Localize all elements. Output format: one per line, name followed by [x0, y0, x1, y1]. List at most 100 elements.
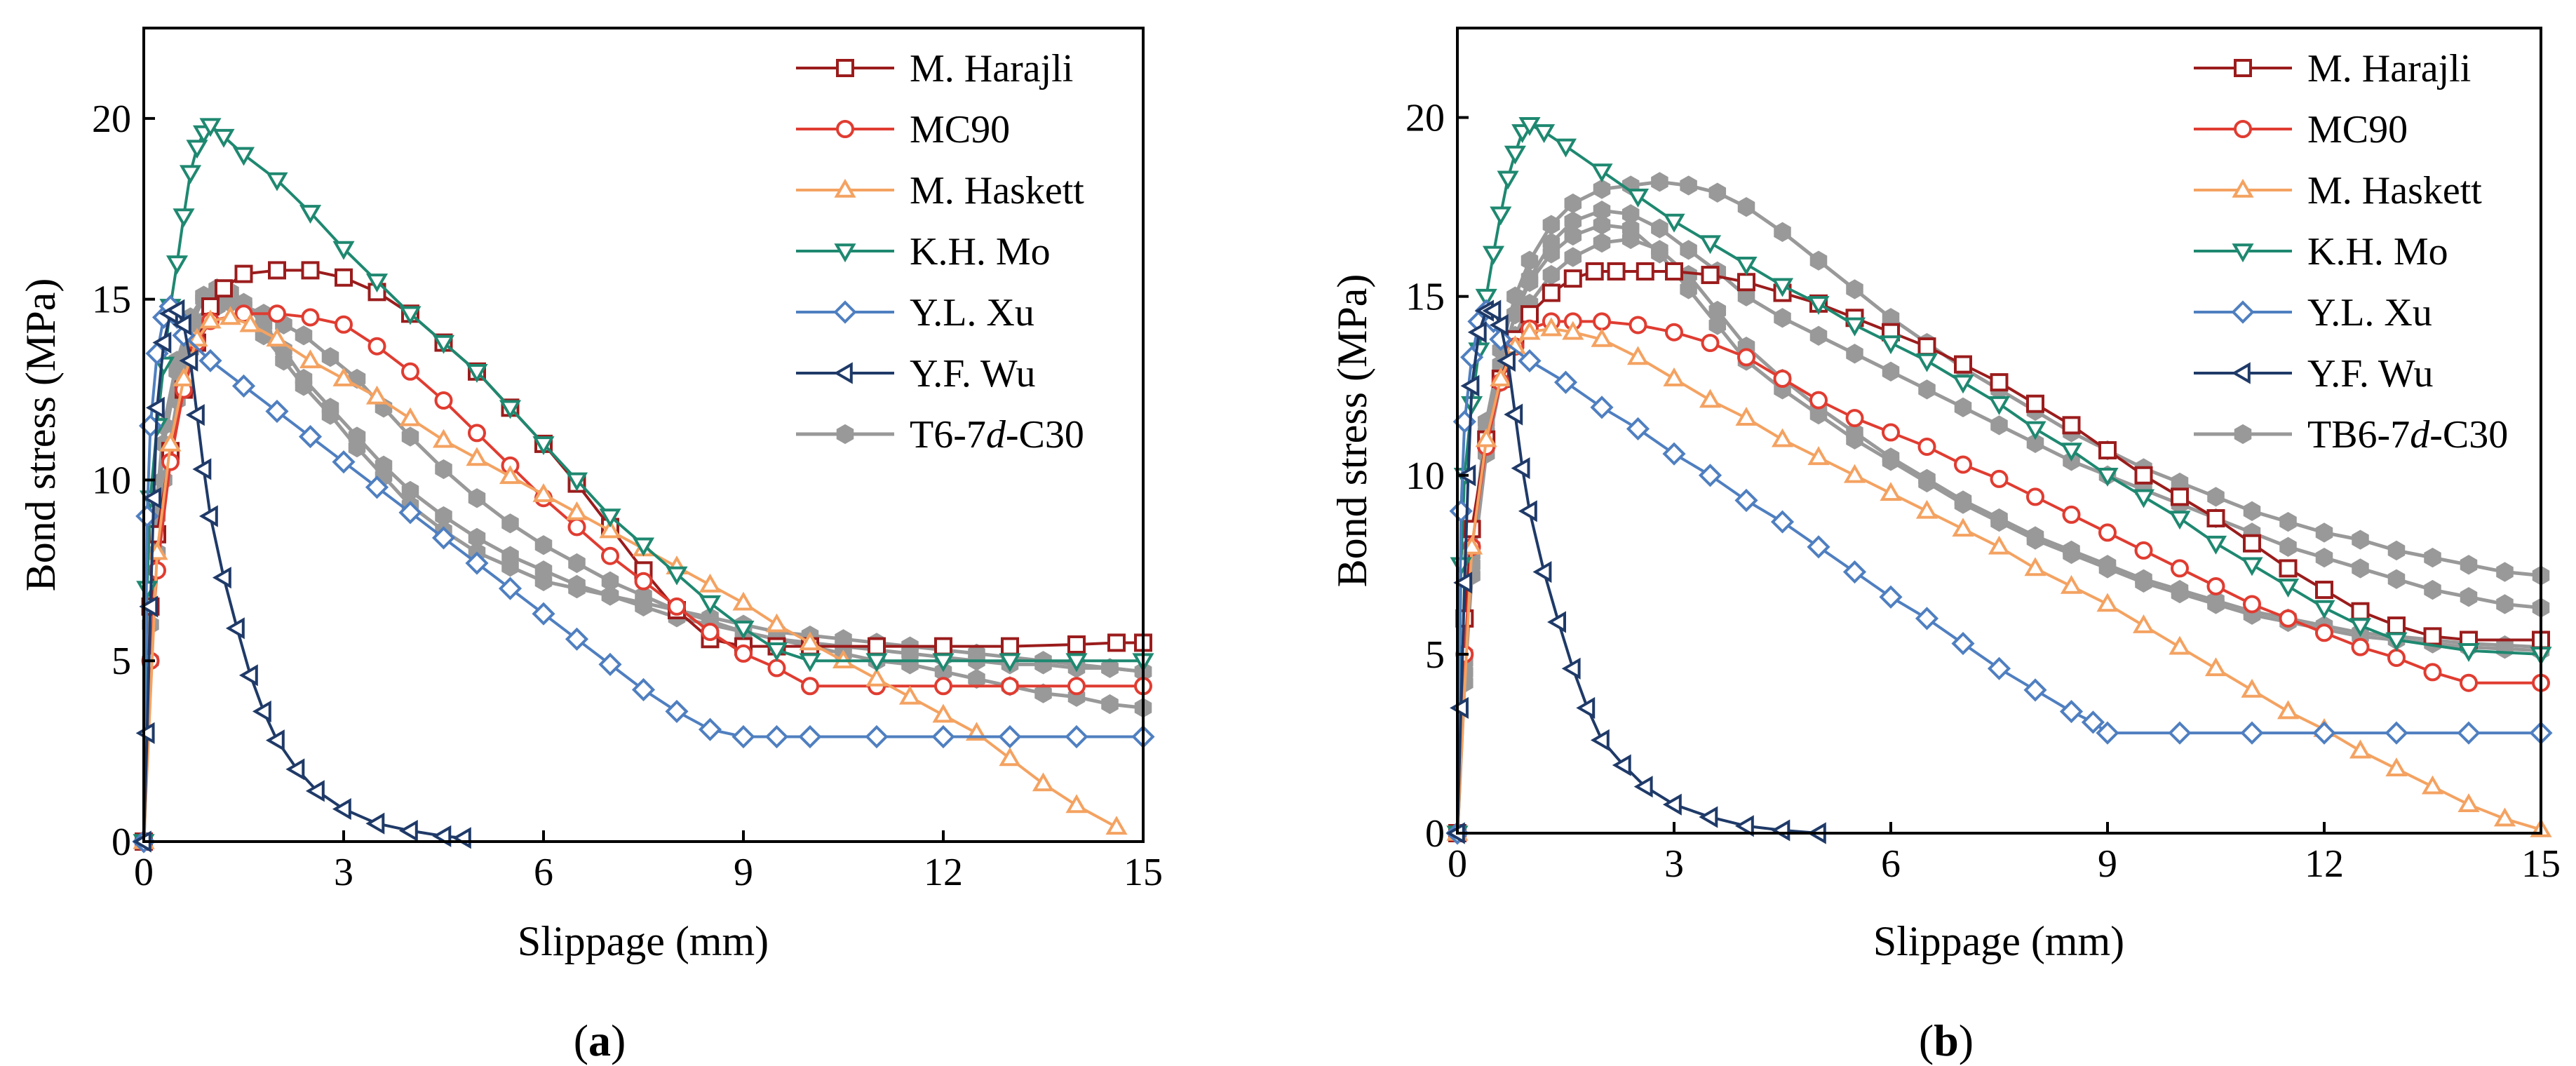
data-point-t6-7d-c30	[1034, 683, 1052, 703]
data-point-y-f-wu	[398, 819, 418, 842]
data-point-m-haskett	[2024, 557, 2046, 576]
data-point-tb6-7d-c30	[1651, 240, 1668, 260]
legend-item-y-f-wu: Y.F. Wu	[796, 352, 1035, 396]
data-point-mc90	[801, 677, 819, 696]
data-point-y-f-wu	[1453, 572, 1473, 594]
data-point-tb6-7d-c30	[2171, 579, 2189, 600]
legend-label: Y.F. Wu	[910, 352, 1035, 396]
data-point-tb6-7d-c30	[2387, 540, 2406, 561]
data-point-m-haskett	[1461, 535, 1483, 555]
data-point-tb6-7d-c30	[1882, 361, 1900, 382]
data-point-y-l-xu	[2240, 721, 2264, 745]
data-point-m-haskett	[2096, 593, 2119, 612]
data-point-m-haskett	[565, 501, 588, 520]
data-point-y-f-wu	[1633, 776, 1653, 798]
data-point-mc90	[1773, 370, 1792, 389]
data-point-m-haskett	[1490, 367, 1512, 386]
data-point-y-l-xu	[1065, 724, 1088, 749]
data-point-m-haskett	[266, 328, 288, 347]
data-point-mc90	[367, 337, 386, 356]
x-tick-label: 15	[1124, 851, 1163, 894]
data-point-mc90	[335, 315, 353, 334]
data-point-k-h-mo	[2024, 421, 2046, 440]
data-point-k-h-mo	[173, 208, 195, 228]
data-point-tb6-7d-c30	[1520, 272, 1539, 292]
x-tick-label: 12	[924, 851, 963, 894]
legend-label: T6-7d-C30	[910, 413, 1084, 457]
data-point-y-f-wu	[365, 812, 385, 835]
data-point-tb6-7d-c30	[2135, 569, 2152, 589]
data-point-m-harajli	[2206, 509, 2225, 528]
data-point-m-harajli	[2351, 602, 2370, 621]
legend-marker	[836, 59, 854, 77]
legend-marker	[2234, 424, 2252, 445]
data-point-k-h-mo	[732, 621, 755, 640]
data-point-y-l-xu	[265, 399, 289, 424]
data-point-m-harajli	[1737, 273, 1755, 292]
panel-b-letter: b	[1934, 1016, 1959, 1065]
data-point-y-f-wu	[192, 458, 212, 480]
y-tick-label: 10	[1405, 454, 1445, 498]
data-point-tb6-7d-c30	[1990, 415, 2008, 436]
data-point-t6-7d-c30	[468, 488, 486, 508]
data-point-tb6-7d-c30	[1846, 422, 1863, 443]
data-point-tb6-7d-c30	[2496, 562, 2514, 582]
data-point-k-h-mo	[1807, 296, 1830, 315]
data-point-y-l-xu	[198, 349, 222, 372]
data-point-m-harajli	[1665, 262, 1683, 281]
data-point-k-h-mo	[865, 653, 888, 673]
data-point-m-haskett	[1105, 816, 1128, 835]
legend-marker	[833, 362, 853, 384]
data-point-y-f-wu	[152, 331, 172, 354]
data-point-tb6-7d-c30	[1737, 286, 1755, 306]
data-point-mc90	[601, 546, 619, 565]
data-point-m-haskett	[1540, 317, 1563, 337]
data-point-t6-7d-c30	[635, 596, 652, 617]
data-point-y-f-wu	[1590, 729, 1610, 751]
data-point-k-h-mo	[1880, 335, 1902, 355]
data-point-m-haskett	[499, 465, 522, 485]
data-point-tb6-7d-c30	[1564, 193, 1582, 214]
panel-b-frame	[1456, 27, 2542, 835]
data-point-tb6-7d-c30	[1774, 308, 1791, 328]
series-line-m-haskett	[142, 316, 1117, 842]
data-point-m-haskett	[2385, 757, 2408, 776]
data-point-y-f-wu	[1489, 313, 1509, 337]
data-point-mc90	[767, 659, 786, 677]
legend-marker	[836, 424, 854, 445]
data-point-mc90	[1067, 677, 1086, 696]
data-point-k-h-mo	[1735, 256, 1758, 276]
data-point-tb6-7d-c30	[2496, 594, 2514, 614]
data-point-y-l-xu	[332, 450, 356, 474]
data-point-k-h-mo	[632, 537, 655, 557]
data-point-m-haskett	[1807, 446, 1830, 466]
legend-marker	[2232, 243, 2254, 263]
data-point-t6-7d-c30	[468, 527, 486, 548]
data-point-m-haskett	[159, 432, 182, 452]
data-point-mc90	[401, 362, 419, 381]
data-point-m-harajli	[934, 637, 952, 656]
legend-label: M. Haskett	[2307, 169, 2482, 212]
data-point-m-haskett	[466, 447, 488, 466]
data-point-k-h-mo	[2241, 557, 2263, 576]
data-point-tb6-7d-c30	[2315, 547, 2333, 568]
data-point-y-f-wu	[1467, 321, 1487, 344]
data-point-m-harajli	[2387, 616, 2406, 635]
series-k-h-mo	[1446, 116, 2552, 845]
data-point-k-h-mo	[2277, 579, 2300, 598]
x-tick-label: 3	[334, 851, 353, 894]
data-point-t6-7d-c30	[321, 398, 339, 418]
data-point-y-l-xu	[764, 724, 789, 749]
legend-label: M. Harajli	[2307, 47, 2471, 90]
data-point-y-l-xu	[798, 724, 822, 749]
data-point-m-harajli	[1001, 637, 1019, 656]
data-point-m-harajli	[1585, 262, 1604, 281]
data-point-y-l-xu	[465, 551, 489, 575]
panel-a: 0 3 6 9 12 15 0 5 10 15 20 M. Harajli MC90 M. Hasket…	[18, 27, 1163, 1065]
legend-marker	[2234, 59, 2252, 77]
x-tick-label: 9	[2098, 842, 2117, 886]
data-point-tb6-7d-c30	[1708, 182, 1727, 203]
data-point-mc90	[1701, 333, 1720, 352]
legend-marker	[834, 178, 856, 198]
data-point-y-f-wu	[1532, 560, 1552, 583]
